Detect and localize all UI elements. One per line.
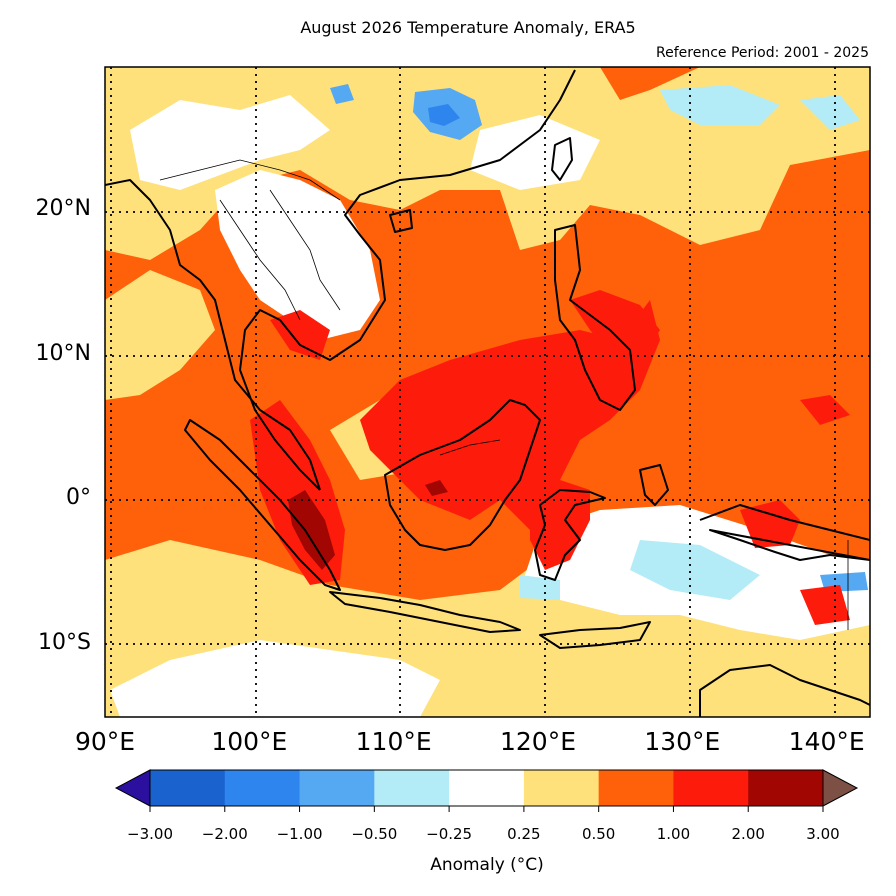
anomaly-band-neutral-china [130, 95, 330, 190]
colorbar-bin [673, 770, 749, 806]
anomaly-field [105, 67, 870, 717]
coast-sulawesi [534, 489, 606, 581]
colorbar-tick-label: −3.00 [127, 825, 173, 843]
colorbar-tick-label: −0.25 [426, 825, 473, 843]
anomaly-band-strong-warm-newguinea [740, 500, 800, 548]
anomaly-band-weak-cool-maritime [630, 540, 760, 600]
anomaly-band-strong-warm-philippines [570, 290, 660, 360]
anomaly-band-strong-warm-central [360, 300, 660, 530]
colorbar-tick-label: 2.00 [731, 825, 765, 843]
coast-australia [699, 664, 870, 717]
colorbar-bin [598, 770, 674, 806]
coast-maluku [639, 464, 669, 506]
lon-tick-label: 120°E [500, 727, 577, 756]
colorbar-outline [149, 769, 824, 807]
coast-borneo [384, 399, 541, 551]
coast-philippines [554, 224, 636, 411]
anomaly-band-very-strong-warm-borneo [425, 480, 448, 496]
anomaly-band-weak-warm-west [105, 270, 215, 400]
anomaly-band-strong-warm-vietnam [270, 310, 330, 360]
colorbar-tick-label: −0.50 [351, 825, 398, 843]
colorbar-label: Anomaly (°C) [430, 855, 544, 875]
anomaly-band-weak-cool-sunda [520, 575, 560, 600]
coast-mainland-asia [105, 69, 576, 491]
colorbar-tick-label: −1.00 [276, 825, 323, 843]
coast-java [329, 591, 521, 633]
colorbar-bin [299, 770, 375, 806]
anomaly-band-weak-cool-north-2 [800, 95, 860, 130]
colorbar-tick-label: 0.50 [581, 825, 616, 843]
anomaly-band-neutral-southwest [110, 640, 440, 717]
colorbar-extend-over [822, 769, 859, 807]
lat-tick-label: 10°S [38, 629, 91, 655]
colorbar-tick-label: 1.00 [656, 825, 691, 843]
colorbar-bin [374, 770, 450, 806]
anomaly-band-moderate-cool-small [330, 84, 354, 104]
colorbar-bin [449, 770, 525, 806]
colorbar [114, 769, 859, 812]
map-title: August 2026 Temperature Anomaly, ERA5 [300, 18, 636, 37]
colorbar-tick-label: 0.25 [507, 825, 541, 843]
colorbar-tick-label: 3.00 [806, 825, 840, 843]
lat-tick-label: 20°N [35, 196, 91, 222]
anomaly-band-strong-warm-se [800, 585, 850, 625]
map-gridlines [105, 67, 870, 717]
lon-tick-label: 140°E [788, 727, 865, 756]
lon-tick-label: 90°E [74, 727, 136, 756]
lon-tick-label: 110°E [355, 727, 432, 756]
coastlines [105, 69, 870, 717]
coast-taiwan [551, 137, 573, 181]
lat-tick-label: 10°N [35, 340, 91, 366]
lon-tick-label: 100°E [211, 727, 288, 756]
map-frame [104, 66, 871, 718]
country-borders [159, 159, 849, 630]
colorbar-tick-label: −2.00 [201, 825, 248, 843]
lat-tick-label: 0° [66, 485, 91, 511]
anomaly-band-neutral-indochina [215, 170, 380, 340]
anomaly-band-very-strong-warm-sumatra [288, 490, 335, 570]
anomaly-band-neutral-north [470, 115, 600, 190]
coast-sumatra [184, 419, 341, 591]
colorbar-bin [224, 770, 301, 806]
coast-hainan [389, 209, 413, 233]
anomaly-band-strong-cool-north [428, 104, 460, 126]
anomaly-band-strong-warm-east [800, 395, 850, 425]
reference-period: Reference Period: 2001 - 2025 [656, 45, 869, 61]
lon-tick-label: 130°E [644, 727, 721, 756]
colorbar-bin [748, 770, 824, 806]
colorbar-bin [150, 770, 226, 806]
coast-nusa-tenggara [539, 621, 651, 649]
coast-new-guinea [699, 504, 870, 561]
colorbar-bin [523, 770, 600, 806]
colorbar-extend-under [114, 769, 151, 807]
